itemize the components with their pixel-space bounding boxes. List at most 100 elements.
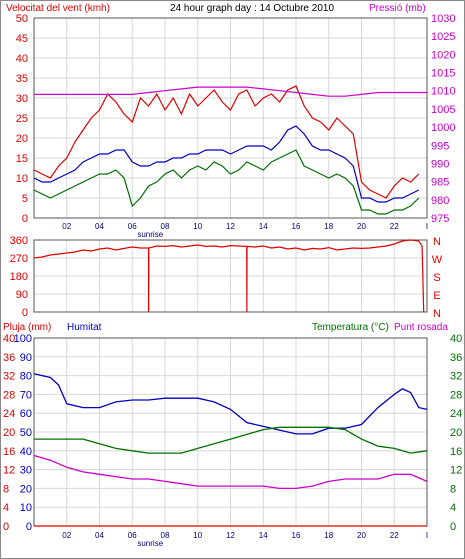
compass-label: S [433,272,440,284]
dew-point-line [33,454,428,490]
rain-tick-label: 4 [3,502,9,514]
wind-tick-label: 45 [16,33,28,45]
wind-tick-label: 40 [16,53,28,65]
wind-tick-label: 20 [16,133,28,145]
wind-tick-label: 10 [16,173,28,185]
humidity-axis-title: Humitat [67,322,102,333]
x-tick-label: 12 [226,531,235,540]
x-tick-label: 18 [324,222,333,231]
pressure-tick-label: 975 [431,213,449,225]
x-tick-label: 08 [161,222,170,231]
x-tick-label: 10 [193,222,202,231]
humidity-tick-label: 80 [20,371,32,383]
wind-average-line [33,125,420,203]
panel-wind-frame [33,17,428,219]
temperature-tick-label: 36 [450,352,462,364]
pressure-axis-title: Pressió (mb) [369,3,426,14]
wind-gust-line [33,85,420,199]
wind-direction-line [33,239,425,313]
direction-tick-label: 360 [10,235,28,247]
x-tick-label: 16 [292,531,301,540]
dew-point-axis-title: Punt rosada [394,322,448,333]
sunrise-label: sunrise [137,539,163,548]
humidity-tick-label: 70 [20,389,32,401]
humidity-tick-label: 90 [20,352,32,364]
humidity-tick-label: 20 [20,483,32,495]
x-tick-label: 06 [128,222,137,231]
temperature-tick-label: 40 [450,333,462,345]
compass-label: W [432,254,443,266]
humidity-tick-label: 100 [14,333,32,345]
x-tick-label: I [426,222,428,231]
x-tick-label: 16 [292,222,301,231]
temperature-tick-label: 0 [450,521,456,533]
panel-humidity-series [33,373,428,527]
pressure-tick-label: 995 [431,140,449,152]
x-tick-label: 22 [390,531,399,540]
humidity-tick-label: 40 [20,446,32,458]
x-tick-label: 14 [259,531,268,540]
sunrise-label: sunrise [137,230,163,239]
pressure-tick-label: 1000 [431,122,455,134]
wind-tick-label: 5 [22,193,28,205]
compass-label: N [433,236,441,248]
rain-tick-label: 16 [3,446,15,458]
humidity-tick-label: 0 [26,521,32,533]
temperature-tick-label: 12 [450,465,462,477]
direction-tick-label: 0 [22,307,28,319]
rain-tick-label: 36 [3,352,15,364]
direction-tick-label: 270 [10,253,28,265]
pressure-line [34,86,427,97]
wind-tick-label: 0 [22,213,28,225]
pressure-tick-label: 990 [431,158,449,170]
temperature-tick-label: 24 [450,408,462,420]
humidity-line [33,373,428,435]
humidity-tick-label: 10 [20,502,32,514]
rain-axis-title: Pluja (mm) [3,322,51,333]
rain-tick-label: 28 [3,389,15,401]
temperature-tick-label: 32 [450,371,462,383]
rain-tick-label: 0 [3,521,9,533]
humidity-tick-label: 50 [20,427,32,439]
wind-tick-label: 35 [16,73,28,85]
wind-tick-label: 25 [16,113,28,125]
x-tick-label: 12 [226,222,235,231]
direction-tick-label: 180 [10,271,28,283]
panel-direction-frame [33,239,428,313]
x-tick-label: I [426,531,428,540]
direction-tick-label: 90 [16,289,28,301]
wind-speed-axis-title: Velocitat del vent (kmh) [6,3,110,14]
temperature-tick-label: 8 [450,483,456,495]
panel-direction-series [33,239,425,313]
pressure-tick-label: 1010 [431,86,455,98]
x-tick-label: 04 [95,531,104,540]
wind-tick-label: 15 [16,153,28,165]
x-tick-label: 08 [161,531,170,540]
pressure-tick-label: 980 [431,195,449,207]
x-tick-label: 18 [324,531,333,540]
x-tick-label: 10 [193,531,202,540]
rain-tick-label: 20 [3,427,15,439]
graph-title: 24 hour graph day : 14 Octubre 2010 [170,3,334,14]
rain-tick-label: 40 [3,333,15,345]
x-tick-label: 04 [95,222,104,231]
panel-humidity-ticks: 0102030405060708090100048121620242832364… [3,333,462,533]
pressure-tick-label: 1015 [431,68,455,80]
wind-speed-line [33,149,420,215]
x-tick-label: 22 [390,222,399,231]
pressure-tick-label: 1020 [431,49,455,61]
rain-tick-label: 12 [3,465,15,477]
pressure-tick-label: 1030 [431,13,455,25]
wind-tick-label: 50 [16,13,28,25]
pressure-tick-label: 985 [431,177,449,189]
pressure-tick-label: 1005 [431,104,455,116]
rain-tick-label: 24 [3,408,15,420]
rain-tick-label: 32 [3,371,15,383]
panel-wind-series [33,85,427,215]
